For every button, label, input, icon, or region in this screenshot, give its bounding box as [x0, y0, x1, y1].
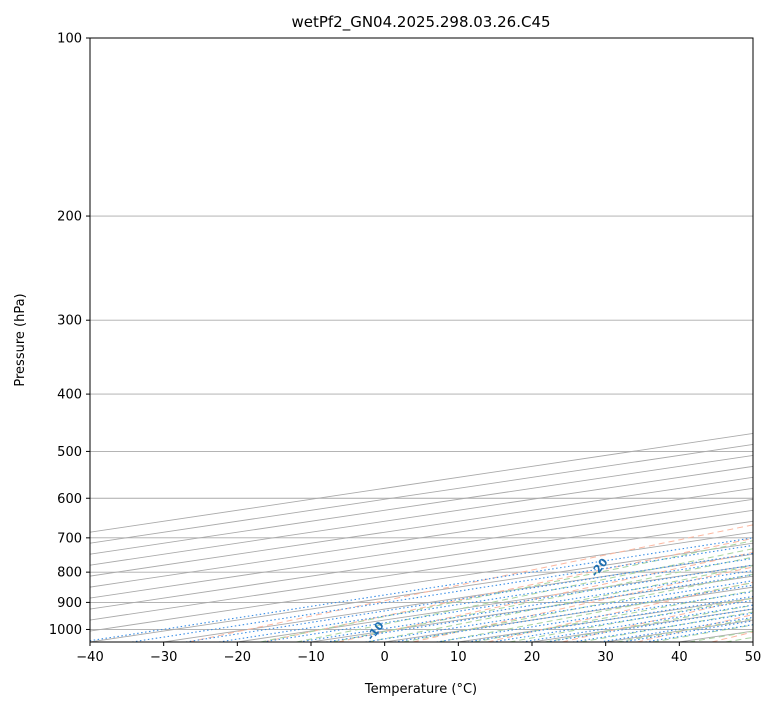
- y-tick-label: 500: [57, 445, 82, 460]
- mixing-ratio-line: [218, 557, 753, 642]
- moist-adiabat-line: [296, 548, 753, 642]
- isotherm-line: [90, 454, 753, 555]
- y-tick-label: 800: [57, 566, 82, 581]
- isotherm-line: [679, 630, 753, 642]
- dry-adiabat-line: [487, 581, 753, 642]
- moist-adiabat-line: [332, 556, 753, 642]
- mixing-ratio-line: [299, 570, 753, 642]
- dry-adiabat-line: [562, 597, 753, 642]
- x-tick-label: −10: [297, 650, 324, 665]
- isotherm-line: [90, 476, 753, 577]
- isotherm-line: [90, 443, 753, 544]
- moist-adiabat-line: [403, 573, 753, 642]
- x-tick-label: 30: [597, 650, 614, 665]
- isotherm-line: [90, 542, 753, 642]
- chart-title: wetPf2_GN04.2025.298.03.26.C45: [291, 13, 550, 32]
- moist-adiabat-line: [580, 611, 753, 642]
- isotherm-line: [90, 465, 753, 566]
- moist-adiabat-line: [725, 636, 753, 642]
- y-tick-label: 900: [57, 596, 82, 611]
- mixing-ratio-line: [131, 544, 753, 642]
- isotherm-line: [90, 498, 753, 599]
- x-tick-label: 40: [671, 650, 688, 665]
- isotherm-line: [310, 575, 753, 642]
- dry-adiabat-line: [412, 566, 753, 642]
- dry-adiabat-line: [636, 614, 753, 642]
- isotherm-line: [90, 487, 753, 588]
- isotherm-line: [458, 597, 753, 642]
- mixing-ratio-line: [572, 612, 753, 642]
- x-tick-label: −40: [76, 650, 103, 665]
- isotherm-line: [90, 509, 753, 610]
- mixing-ratio-line: [467, 595, 753, 642]
- y-tick-label: 400: [57, 388, 82, 403]
- mixing-ratio-line: [492, 599, 753, 642]
- mixing-ratio-line: [546, 608, 753, 642]
- isotherm-line: [237, 564, 753, 642]
- plot-area: -100-90-80-70-60-50-40-30-20-100.10.20.4…: [90, 38, 753, 642]
- moist-adiabat-line: [438, 582, 753, 642]
- mixing-ratio-line: [262, 564, 753, 642]
- mixing-ratio-line: [599, 616, 753, 642]
- isotherm-line: [384, 586, 753, 642]
- mixing-ratio-line: [645, 624, 753, 642]
- mixing-ratio-line: [90, 537, 753, 642]
- y-axis-label: Pressure (hPa): [13, 293, 28, 386]
- mixing-ratio-line: [185, 552, 753, 642]
- y-tick-label: 700: [57, 531, 82, 546]
- isotherm-line: [90, 531, 753, 632]
- isotherm-line: [90, 432, 753, 533]
- x-tick-label: 20: [524, 650, 541, 665]
- y-tick-label: 100: [57, 32, 82, 47]
- x-tick-label: 50: [745, 650, 762, 665]
- isotherm-line: [90, 520, 753, 621]
- plot-frame: [89, 37, 754, 643]
- dry-adiabat-line: [188, 524, 753, 642]
- x-axis-label: Temperature (°C): [364, 682, 477, 697]
- dry-adiabat-line: [711, 631, 753, 642]
- mixing-ratio-line: [522, 604, 753, 642]
- y-tick-label: 300: [57, 314, 82, 329]
- x-tick-label: −30: [150, 650, 177, 665]
- isotherm-line: [752, 641, 753, 642]
- y-tick-label: 200: [57, 210, 82, 225]
- x-tick-label: −20: [224, 650, 251, 665]
- y-tick-label: 600: [57, 492, 82, 507]
- y-tick-label: 1000: [49, 623, 82, 638]
- x-tick-label: 0: [381, 650, 389, 665]
- x-tick-label: 10: [450, 650, 467, 665]
- isotherm-line: [605, 619, 753, 642]
